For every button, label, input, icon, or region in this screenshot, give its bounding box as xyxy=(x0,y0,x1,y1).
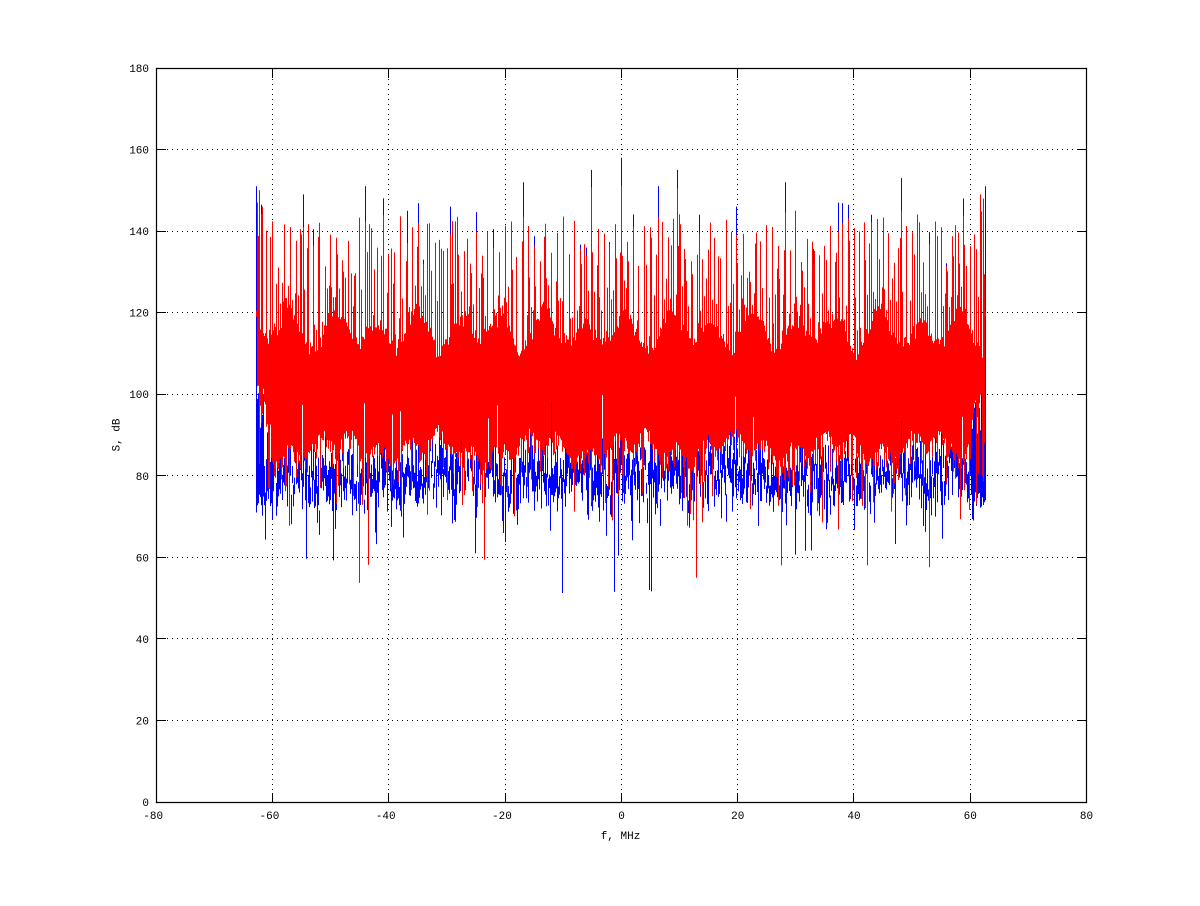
svg-text:160: 160 xyxy=(129,146,149,158)
svg-text:-80: -80 xyxy=(143,811,163,823)
svg-text:40: 40 xyxy=(136,635,149,647)
svg-text:-20: -20 xyxy=(492,811,512,823)
svg-text:0: 0 xyxy=(618,811,625,823)
svg-text:120: 120 xyxy=(129,309,149,321)
svg-text:40: 40 xyxy=(847,811,860,823)
svg-text:180: 180 xyxy=(129,64,149,76)
svg-text:60: 60 xyxy=(964,811,977,823)
svg-text:-40: -40 xyxy=(376,811,396,823)
svg-text:-60: -60 xyxy=(260,811,280,823)
svg-text:80: 80 xyxy=(1080,811,1093,823)
svg-text:140: 140 xyxy=(129,227,149,239)
svg-text:80: 80 xyxy=(136,472,149,484)
svg-text:0: 0 xyxy=(142,798,149,810)
svg-text:S, dB: S, dB xyxy=(112,418,124,451)
svg-text:20: 20 xyxy=(731,811,744,823)
svg-text:100: 100 xyxy=(129,390,149,402)
svg-text:20: 20 xyxy=(136,716,149,728)
svg-text:f, MHz: f, MHz xyxy=(601,831,641,843)
svg-text:60: 60 xyxy=(136,553,149,565)
